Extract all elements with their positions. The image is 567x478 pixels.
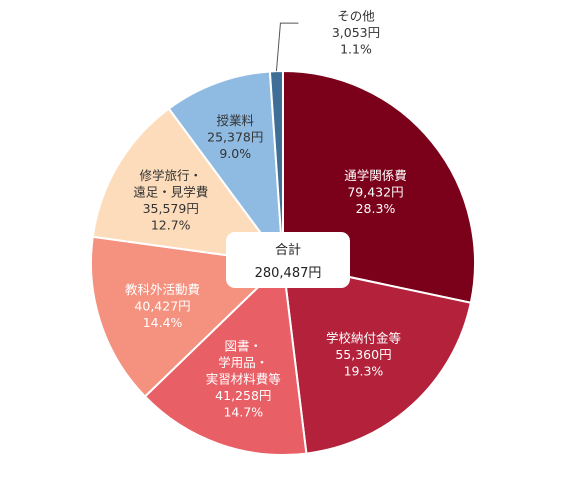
slice-label-line: 遠足・見学費 [133,184,208,199]
slice-label-line: 55,360円 [335,347,391,362]
slice-label: 通学関係費 79,432円 28.3% [344,168,407,216]
slice-label-line: 1.1% [340,42,372,57]
slice-label: その他 3,053円 1.1% [332,9,380,57]
total-box [226,232,350,288]
pie-slice [167,70,285,267]
slice-label-line: その他 [337,9,375,24]
slice-label: 教科外活動費 40,427円 14.4% [125,282,200,330]
slice-label: 学校納付金等 55,360円 19.3% [326,330,401,378]
slice-label-line: 授業料 [216,113,254,128]
slice-label: 修学旅行・遠足・見学費 35,579円 12.7% [133,168,208,233]
leader-line [275,22,299,72]
slice-label: 授業料 25,378円 9.0% [207,113,263,161]
slice-label-line: 79,432円 [347,184,403,199]
slice-label-line: 25,378円 [207,130,263,145]
total-label-text: 合計 [275,242,301,258]
slice-label-line: 12.7% [151,217,191,232]
pie-slices [90,69,476,456]
slice-label-line: 28.3% [356,201,396,216]
slice-label-line: 19.3% [344,363,384,378]
slice-label-line: 41,258円 [215,388,271,403]
slice-label-line: 図書・ [225,338,263,353]
slice-label-line: 35,579円 [143,201,199,216]
pie-slice [143,260,308,456]
total-value-text: 280,487円 [255,266,322,281]
slice-label-line: 40,427円 [134,299,190,314]
slice-label-line: 修学旅行・ [139,168,202,183]
slice-label: 図書・学用品・実習材料費等 41,258円 14.7% [206,338,281,419]
slice-label-line: 9.0% [219,146,251,161]
pie-slice [281,261,473,455]
slice-label-line: 学用品・ [218,355,268,370]
slice-label-line: 学校納付金等 [326,330,401,345]
total-label: 合計 280,487円 [226,232,350,288]
slice-label-line: 実習材料費等 [206,371,281,386]
slice-label-line: 14.4% [143,315,183,330]
slice-label-line: 教科外活動費 [125,282,200,297]
pie-slice [91,107,286,265]
pie-labels: 通学関係費 79,432円 28.3% 学校納付金等 55,360円 19.3% 図書・学用… [125,9,407,420]
slice-label-line: 3,053円 [332,25,380,40]
slice-label-line: 通学関係費 [344,168,407,183]
slice-label-line: 14.7% [223,404,263,419]
